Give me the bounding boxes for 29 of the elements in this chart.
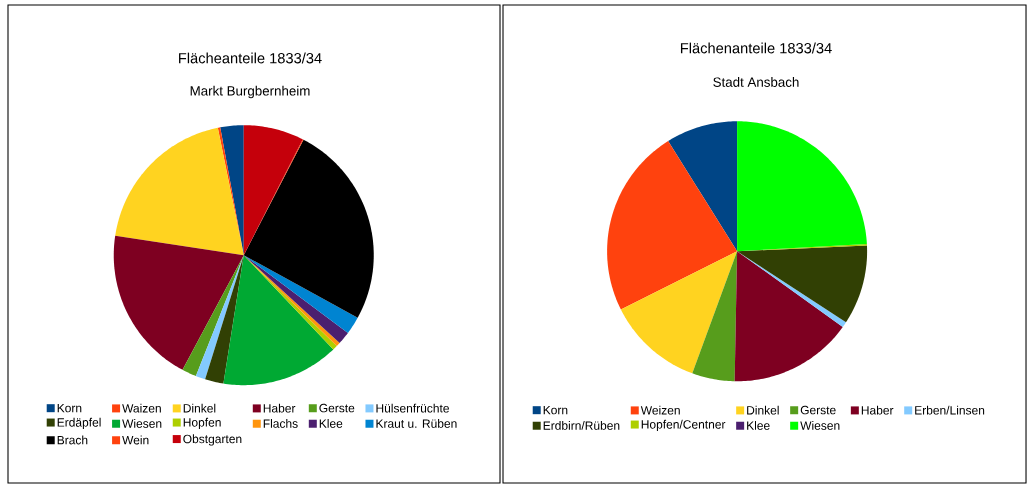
legend-label: Klee (747, 421, 770, 430)
legend-label: Haber (263, 403, 296, 413)
legend-label: Kraut u. Rüben (376, 419, 457, 428)
legend-label: Hopfen (183, 417, 221, 430)
chart-subtitle: Markt Burgbernheim (190, 85, 310, 99)
legend-label: Haber (861, 405, 894, 415)
legend-label: Dinkel (747, 405, 779, 415)
legend-label: Gerste (319, 403, 355, 413)
legend-label: Wiesen (800, 421, 840, 430)
chart-subtitle: Stadt Ansbach (713, 77, 799, 87)
legend-label: Korn (57, 403, 82, 413)
legend-label: Erdbirn/Rüben (543, 421, 620, 430)
legend-label: Korn (543, 405, 568, 415)
legend-label: Weizen (640, 405, 680, 415)
legend-label: Gerste (800, 405, 836, 415)
legend-label: Dinkel (183, 403, 216, 413)
legend-label: Obstgarten (183, 434, 242, 446)
chart-title: Flächenanteile 1833/34 (680, 42, 832, 54)
legend-label: Brach (57, 435, 88, 445)
legend-label: Flachs (263, 419, 298, 428)
legend-label: Wiesen (122, 419, 162, 428)
legend-label: Erben/Linsen (915, 405, 985, 415)
legend-label: Klee (319, 419, 343, 428)
legend-label: Wein (122, 435, 149, 445)
legend-label: Erdäpfel (57, 417, 101, 430)
chart-title: Flächeanteile 1833/34 (179, 52, 322, 64)
legend-label: Waizen (122, 403, 161, 413)
legend-label: Hopfen/Centner (641, 419, 726, 432)
legend-label: Hülsenfrüchte (376, 403, 449, 413)
